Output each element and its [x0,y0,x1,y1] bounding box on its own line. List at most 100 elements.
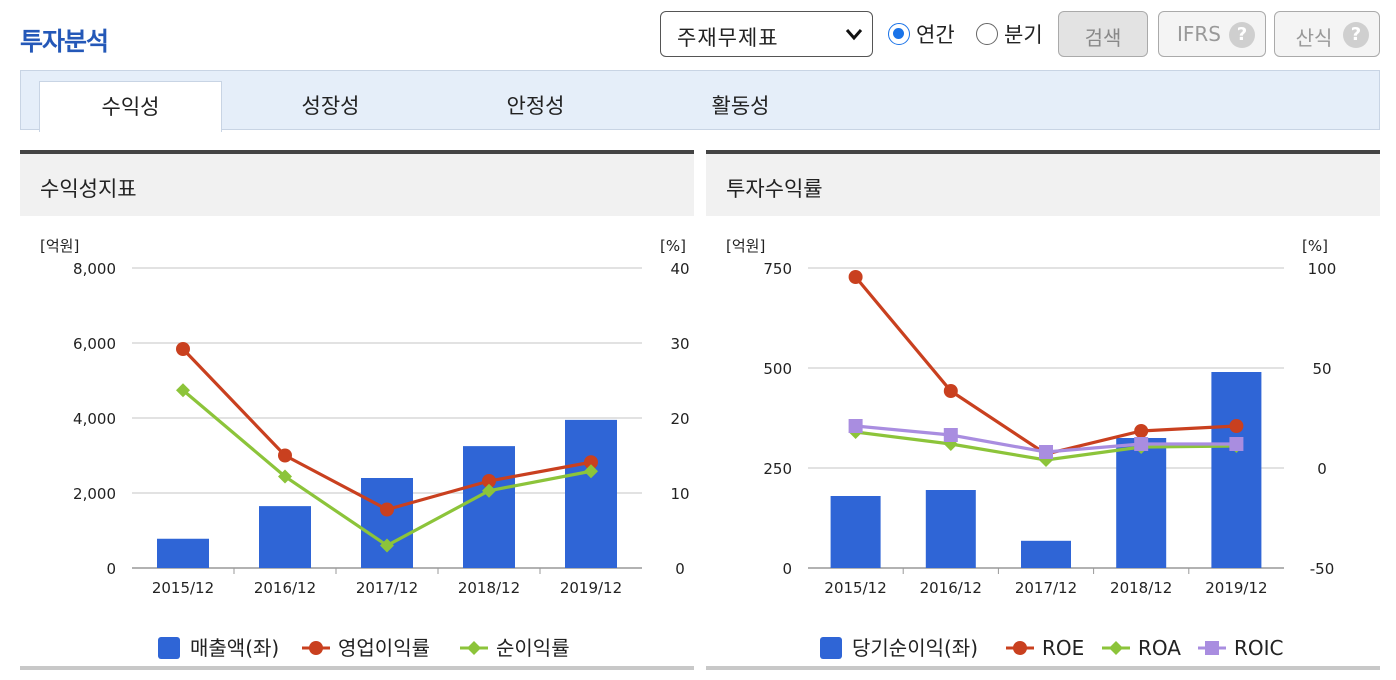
x-tick-label: 2018/12 [458,579,520,597]
statement-select-value: 주재무제표 [677,26,779,50]
panel-title: 수익성지표 [40,177,137,201]
left-axis-unit: [억원] [726,237,765,255]
left-tick-label: 8,000 [73,260,116,278]
data-point [380,502,394,517]
x-tick-label: 2019/12 [1205,579,1267,597]
legend-label: 영업이익률 [338,636,430,660]
bar [925,490,976,568]
left-tick-label: 250 [763,460,792,478]
help-icon: ? [1229,22,1255,48]
bar [1211,372,1262,568]
data-point [380,538,394,553]
right-tick-label: 50 [1312,360,1331,378]
bar [1116,438,1167,568]
left-tick-label: 750 [763,260,792,278]
data-point [1134,437,1149,451]
right-tick-label: 0 [1317,460,1327,478]
radio-annual-dot[interactable] [888,23,910,45]
chevron-down-icon [845,29,863,41]
legend-marker [309,641,323,655]
data-point [176,342,190,356]
series-line [854,275,1237,456]
data-point [1229,419,1244,433]
left-tick-label: 4,000 [73,410,116,428]
left-tick-label: 0 [782,560,792,578]
x-tick-label: 2015/12 [824,579,886,597]
search-button-label: 검색 [1084,26,1122,50]
data-point [584,455,598,470]
right-tick-label: 30 [670,335,689,353]
data-point [176,383,190,398]
right-tick-label: 20 [670,410,689,428]
tab-profitability[interactable]: 수익성 [39,81,222,132]
right-tick-label: 0 [675,560,685,578]
data-point [1039,445,1053,459]
legend-marker [1109,641,1123,655]
legend-label: 순이익률 [496,636,570,660]
bar [463,446,515,568]
legend-label: 당기순이익(좌) [852,636,978,660]
formula-button[interactable]: 산식 ? [1274,11,1380,57]
bar [361,478,413,568]
ifrs-button-label: IFRS [1177,22,1221,46]
data-point [943,384,958,398]
page-title: 투자분석 [20,27,109,56]
radio-annual-label: 연간 [916,23,955,47]
statement-select[interactable]: 주재무제표 [660,11,873,57]
tab-growth[interactable]: 성장성 [239,81,422,131]
tab-activity[interactable]: 활동성 [649,81,832,131]
tab-bar: 수익성 성장성 안정성 활동성 [20,70,1380,132]
tab-label: 성장성 [301,94,360,118]
data-point [278,448,292,463]
investment-return-panel: 투자수익률 0 250 500 750 -50 0 50 100 [억원] [%] 2015/12 2… [706,150,1380,670]
panel-title: 투자수익률 [726,177,823,201]
legend-marker [467,641,481,655]
left-tick-label: 2,000 [73,485,116,503]
panel-header: 수익성지표 [20,150,694,216]
left-tick-label: 6,000 [73,335,116,353]
data-point [482,474,496,488]
x-tick-label: 2016/12 [254,579,316,597]
radio-quarter-dot[interactable] [976,23,998,45]
bar [259,506,311,568]
left-axis-unit: [억원] [40,237,79,255]
data-point [1229,437,1244,451]
legend-label: ROE [1042,636,1084,660]
data-point [584,464,598,479]
legend-label: 매출액(좌) [190,636,279,660]
right-tick-label: 100 [1308,260,1337,278]
radio-quarter-label: 분기 [1004,23,1043,47]
panel-footer-rule [20,666,694,670]
profitability-panel: 수익성지표 0 2,000 4,000 6,000 8,000 0 10 20 30 40 [억원]… [20,150,694,670]
data-point [1134,424,1149,438]
left-tick-label: 500 [763,360,792,378]
left-tick-label: 0 [106,560,116,578]
x-tick-label: 2017/12 [1015,579,1077,597]
legend-marker [1013,641,1027,655]
x-tick-label: 2015/12 [152,579,214,597]
legend-label: ROA [1138,636,1181,660]
investment-return-chart: 0 250 500 750 -50 0 50 100 [억원] [%] 2015/12 2016/12… [726,237,1337,660]
right-axis-unit: [%] [1302,237,1328,255]
bar [830,496,881,568]
tab-stability[interactable]: 안정성 [444,81,627,131]
legend-marker [1205,641,1219,655]
search-button[interactable]: 검색 [1058,11,1148,57]
right-tick-label: 40 [670,260,689,278]
legend-label: ROIC [1234,636,1284,660]
formula-button-label: 산식 [1295,26,1333,50]
tab-label: 수익성 [101,95,160,119]
right-tick-label: 10 [670,485,689,503]
legend-swatch [158,637,180,659]
x-tick-label: 2019/12 [560,579,622,597]
legend-swatch [820,637,842,659]
x-tick-label: 2016/12 [920,579,982,597]
x-tick-label: 2017/12 [356,579,418,597]
right-tick-label: -50 [1310,560,1335,578]
help-icon: ? [1343,22,1369,48]
ifrs-button[interactable]: IFRS ? [1158,11,1266,57]
data-point [848,270,863,284]
data-point [848,419,863,433]
panel-footer-rule [706,666,1380,670]
tab-label: 활동성 [711,94,770,118]
